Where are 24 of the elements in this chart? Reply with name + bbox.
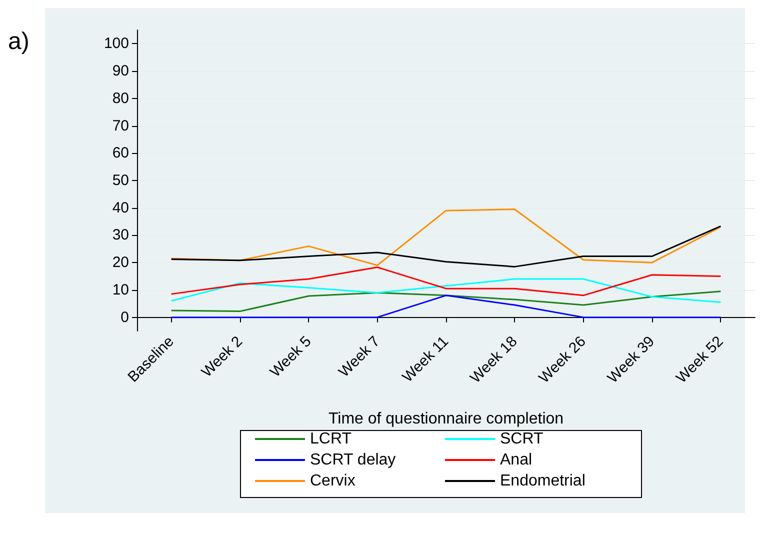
legend-label: Cervix xyxy=(310,472,356,490)
line-series xyxy=(170,278,722,304)
y-tick-label: 20 xyxy=(112,254,129,272)
text: a) xyxy=(8,28,30,56)
y-tick-label: 50 xyxy=(112,172,129,189)
legend-label: Anal xyxy=(500,452,532,468)
y-tick-label: 70 xyxy=(112,117,129,134)
y-tick-label: 10 xyxy=(112,281,129,298)
line-series xyxy=(170,208,722,266)
y-tick-label: 80 xyxy=(112,90,129,107)
legend-label: SCRT delay xyxy=(310,452,396,468)
y-tick-label: 40 xyxy=(112,199,129,216)
y-tick-label: 30 xyxy=(112,226,129,244)
legend-label: SCRT xyxy=(500,430,544,448)
line-series xyxy=(170,225,722,268)
y-tick-label: 0 xyxy=(120,308,129,326)
legend-label: Endometrial xyxy=(500,472,586,490)
y-tick-label: 90 xyxy=(112,62,129,80)
y-tick-label: 60 xyxy=(112,144,129,162)
line-series xyxy=(170,290,722,312)
x-axis-title: Time of questionnaire completion xyxy=(328,410,564,428)
line-series xyxy=(170,266,722,296)
y-tick-label: 100 xyxy=(104,35,129,52)
legend-label: LCRT xyxy=(310,430,352,448)
